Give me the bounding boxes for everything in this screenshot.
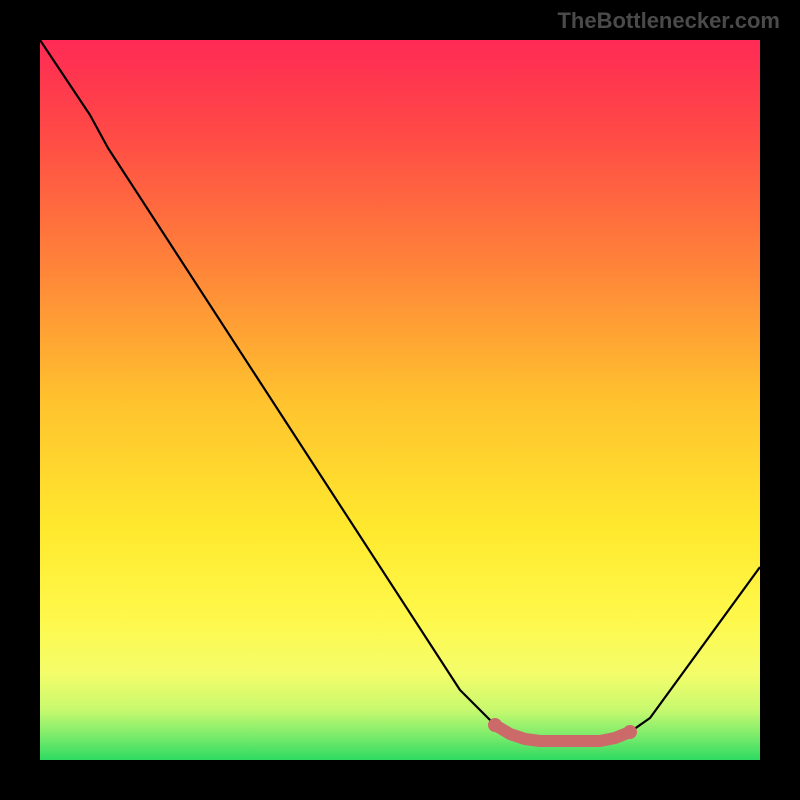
gradient-background bbox=[40, 40, 760, 760]
plot-area bbox=[40, 40, 760, 760]
watermark-text: TheBottlenecker.com bbox=[557, 8, 780, 34]
highlight-end-right bbox=[623, 725, 637, 739]
highlight-end-left bbox=[488, 718, 502, 732]
plot-svg bbox=[40, 40, 760, 760]
